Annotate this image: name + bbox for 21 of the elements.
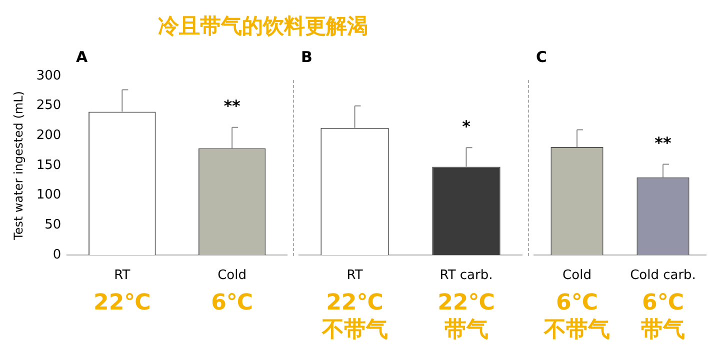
y-tick-label: 300 [36, 68, 62, 84]
x-tick-label: RT 22℃ 不带气 [320, 268, 388, 343]
text: A [76, 48, 88, 66]
annotation: ** [224, 96, 242, 116]
annotation: * [462, 116, 472, 136]
x-tick-label: RT carb. 22℃ 带气 [438, 268, 495, 343]
chart-title: 冷且带气的饮料更解渴 [157, 13, 368, 40]
y-tick-label: 100 [36, 188, 62, 203]
x-tick-label: Cold 6℃ 不带气 [543, 268, 610, 343]
y-axis-title: Test water ingested (mL) [11, 91, 26, 241]
y-tick-label: 250 [36, 98, 62, 114]
annotation: ** [654, 133, 672, 152]
y-tick-label: 50 [44, 218, 62, 233]
text: C [536, 48, 548, 66]
x-tick-label: RT 22℃ [94, 268, 151, 316]
x-tick-label: Cold 6℃ [211, 268, 254, 316]
y-tick-label: 0 [52, 247, 62, 262]
text: B [301, 48, 312, 66]
x-tick-label: Cold carb. 6℃ 带气 [630, 268, 696, 343]
y-tick-label: 150 [36, 158, 62, 173]
y-tick-label: 200 [36, 128, 62, 144]
